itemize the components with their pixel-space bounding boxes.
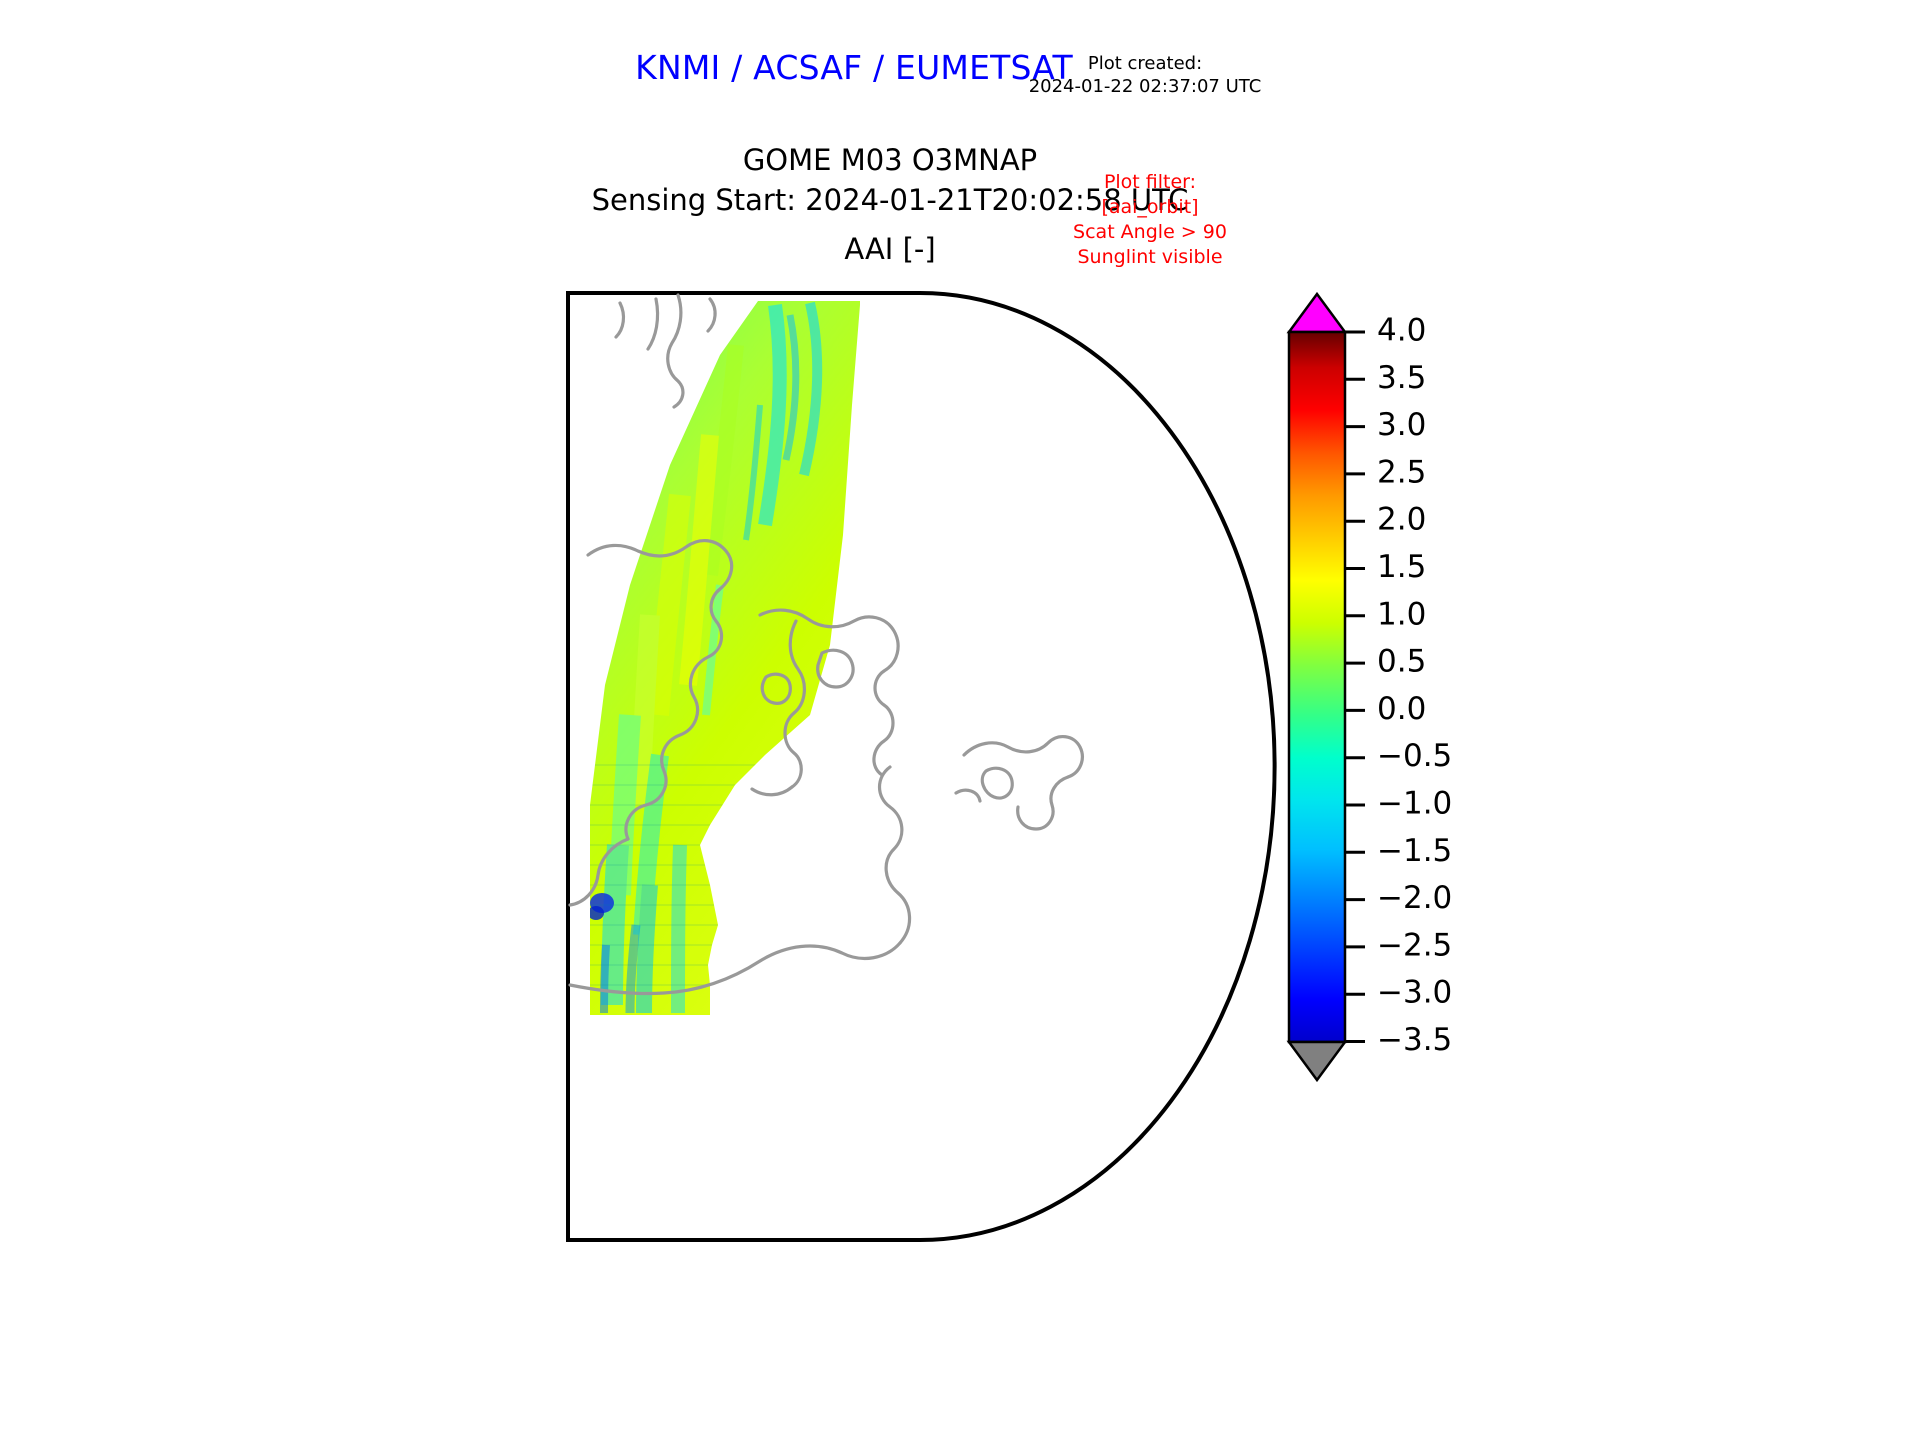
sensing-start: Sensing Start: 2024-01-21T20:02:58 UTC — [591, 183, 1189, 217]
colorbar-tick-label: 3.0 — [1377, 407, 1426, 443]
quantity-label: AAI [-] — [844, 232, 936, 266]
colorbar-over-arrow — [1286, 291, 1348, 334]
colorbar-tick-label: 1.5 — [1377, 549, 1426, 585]
colorbar-tick-label: 2.0 — [1377, 502, 1426, 538]
colorbar-tick-label: −1.0 — [1377, 786, 1452, 822]
colorbar-tick-label: −0.5 — [1377, 738, 1452, 774]
colorbar-tick-label: 0.5 — [1377, 644, 1426, 680]
plot-filter-title: Plot filter: — [1103, 171, 1197, 193]
plot-created-label: Plot created: — [1087, 53, 1203, 74]
colorbar-tick-label: −3.0 — [1377, 975, 1452, 1011]
colorbar-tick-label: 0.0 — [1377, 691, 1426, 727]
plot-created-value: 2024-01-22 02:37:07 UTC — [1028, 76, 1262, 97]
colorbar-tick-label: 2.5 — [1377, 454, 1426, 490]
map-area — [560, 285, 1280, 1270]
plot-filter-line-1: Scat Angle > 90 — [1073, 221, 1227, 243]
colorbar-under-arrow — [1286, 1040, 1348, 1083]
plot-filter-block: Plot filter: [aai_orbit] Scat Angle > 90… — [1020, 170, 1280, 270]
plot-created-block: Plot created: 2024-01-22 02:37:07 UTC — [1010, 52, 1280, 98]
colorbar-tick-labels: 4.0 3.5 3.0 2.5 2.0 1.5 1.0 0.5 0.0 −0.5… — [1377, 313, 1452, 1059]
colorbar-tick-label: −1.5 — [1377, 833, 1452, 869]
colorbar-tick-label: 4.0 — [1377, 313, 1426, 349]
colorbar: 4.0 3.5 3.0 2.5 2.0 1.5 1.0 0.5 0.0 −0.5… — [1285, 280, 1545, 1100]
colorbar-ticks — [1345, 330, 1365, 1043]
colorbar-tick-label: −3.5 — [1377, 1022, 1452, 1058]
product-block: GOME M03 O3MNAP Sensing Start: 2024-01-2… — [480, 140, 1300, 220]
organisation-title: KNMI / ACSAF / EUMETSAT — [635, 48, 1073, 87]
plot-filter-line-2: Sunglint visible — [1077, 246, 1223, 268]
colorbar-tick-label: −2.5 — [1377, 927, 1452, 963]
colorbar-gradient — [1287, 330, 1347, 1044]
colorbar-tick-label: 1.0 — [1377, 596, 1426, 632]
product-name: GOME M03 O3MNAP — [742, 143, 1038, 177]
colorbar-tick-label: 3.5 — [1377, 360, 1426, 396]
plot-filter-line-0: [aai_orbit] — [1101, 196, 1199, 218]
colorbar-tick-label: −2.0 — [1377, 880, 1452, 916]
coastlines — [568, 293, 1084, 996]
